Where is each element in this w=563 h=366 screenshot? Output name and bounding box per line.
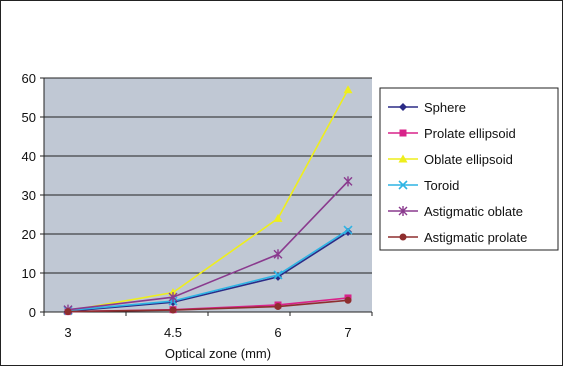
- data-point: [343, 225, 353, 235]
- legend-box: [379, 87, 559, 251]
- data-point: [64, 308, 72, 316]
- legend-label: Oblate ellipsoid: [424, 152, 513, 167]
- legend-marker: [398, 154, 408, 163]
- data-point: [169, 306, 177, 314]
- legend-label: Astigmatic prolate: [424, 230, 527, 245]
- legend-marker: [398, 206, 408, 216]
- series-line: [67, 231, 349, 313]
- y-tick-label: 20: [22, 227, 36, 242]
- series-astigmatic-prolate: [64, 296, 352, 316]
- y-tick-label: 40: [22, 149, 36, 164]
- legend-item: Astigmatic prolate: [388, 230, 527, 245]
- y-tick-label: 0: [29, 305, 36, 320]
- data-point: [168, 292, 178, 303]
- y-tick-label: 30: [22, 188, 36, 203]
- data-point: [344, 228, 352, 237]
- legend: Sphere Prolate ellipsoid Oblate ellipsoid T…: [379, 87, 559, 251]
- legend-marker: [399, 233, 407, 241]
- x-tick-label: 3: [64, 325, 71, 340]
- data-point: [343, 176, 353, 187]
- legend-label: Prolate ellipsoid: [424, 126, 516, 141]
- legend-marker: [399, 103, 407, 111]
- data-point: [273, 249, 283, 260]
- data-point: [273, 270, 283, 280]
- legend-item: Oblate ellipsoid: [388, 152, 513, 167]
- x-axis-ticks: 3 4.5 6 7: [43, 311, 373, 340]
- data-point: [273, 213, 283, 222]
- legend-item: Toroid: [388, 178, 459, 193]
- legend-label: Sphere: [424, 100, 466, 115]
- series-line: [67, 180, 349, 311]
- legend-item: Astigmatic oblate: [388, 204, 523, 219]
- legend-label: Astigmatic oblate: [424, 204, 523, 219]
- series-line: [67, 89, 349, 312]
- data-point: [343, 85, 353, 94]
- y-tick-label: 50: [22, 110, 36, 125]
- series-layer: [63, 85, 353, 316]
- data-point: [344, 296, 352, 304]
- y-tick-label: 60: [22, 71, 36, 86]
- x-tick-label: 6: [274, 325, 281, 340]
- legend-label: Toroid: [424, 178, 459, 193]
- y-tick-label: 10: [22, 266, 36, 281]
- x-tick-label: 4.5: [164, 325, 182, 340]
- grid-lines: [43, 77, 372, 313]
- series-line: [67, 229, 349, 312]
- x-tick-label: 7: [344, 325, 351, 340]
- x-axis-title: Optical zone (mm): [165, 346, 271, 361]
- legend-marker: [398, 180, 408, 190]
- legend-item: Prolate ellipsoid: [388, 126, 516, 141]
- data-point: [274, 303, 282, 311]
- legend-item: Sphere: [388, 100, 466, 115]
- legend-marker: [399, 129, 407, 137]
- y-axis-ticks: 0 10 20 30 40 50 60: [22, 71, 44, 320]
- series-line: [67, 299, 349, 313]
